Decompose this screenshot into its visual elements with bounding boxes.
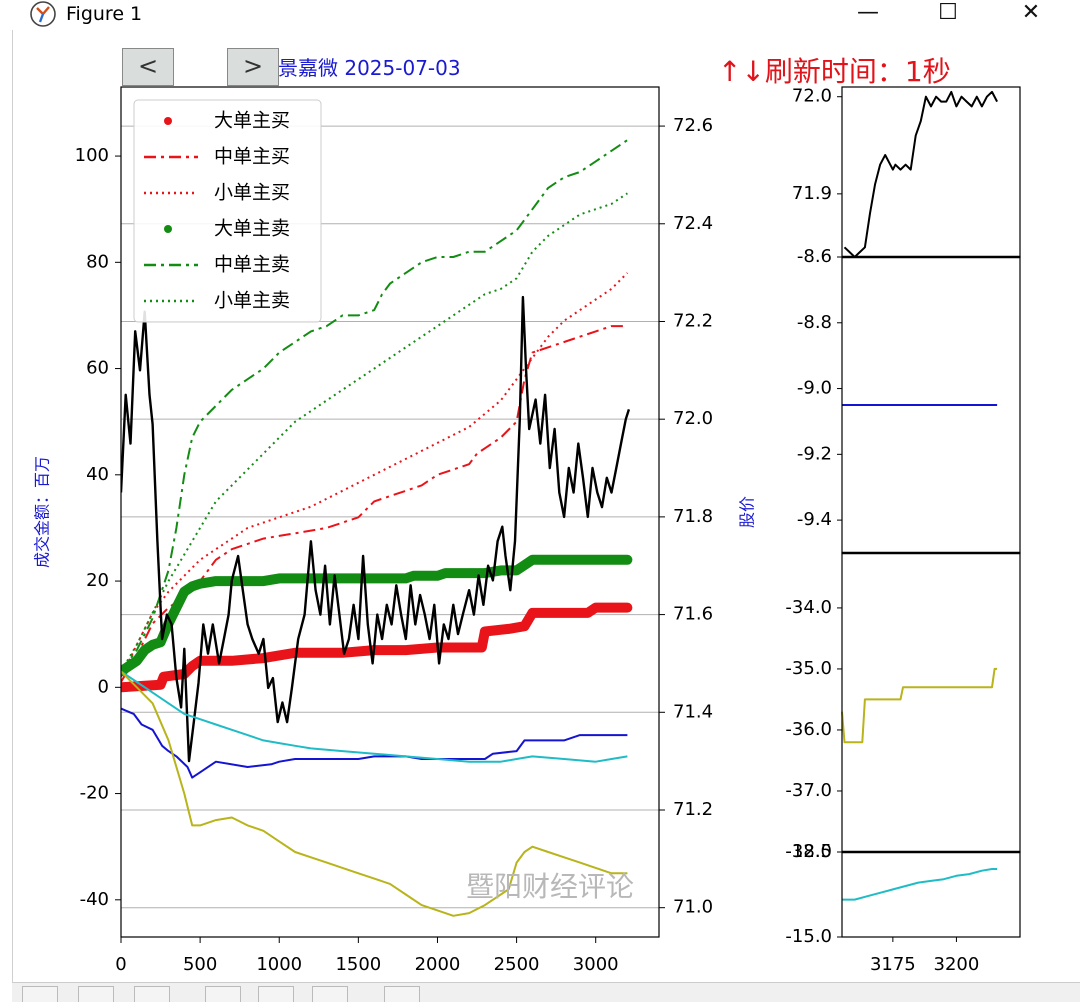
y2-tick-label: 71.2 <box>673 799 713 820</box>
maximize-button[interactable]: ☐ <box>938 0 958 25</box>
y2-tick-label: 72.6 <box>673 115 713 136</box>
y-axis-label: 成交金额：百万 <box>33 456 52 568</box>
x-tick-label: 2500 <box>494 954 540 975</box>
title-bar: Figure 1 — ☐ ✕ <box>0 0 1080 30</box>
refresh-interval-label: ↑↓刷新时间：1秒 <box>718 55 951 88</box>
y2-tick-label: 71.8 <box>673 506 713 527</box>
series-股价 <box>121 295 631 763</box>
watermark: 暨阳财经评论 <box>466 870 634 903</box>
side-y-tick-label: 71.9 <box>792 183 832 204</box>
side-y-tick-label: 72.0 <box>792 86 832 107</box>
side-panel-3 <box>837 552 1021 853</box>
figure-app-icon <box>30 1 56 27</box>
side-y-tick-label: -38.0 <box>785 841 832 862</box>
save-icon[interactable] <box>384 986 420 1002</box>
y-tick-label: 60 <box>86 358 109 379</box>
forward-icon[interactable] <box>134 986 170 1002</box>
close-button[interactable]: ✕ <box>1021 0 1041 25</box>
main-plot-area <box>121 139 633 917</box>
side-y-tick-label: -15.0 <box>785 926 832 947</box>
left-edge <box>0 0 13 1001</box>
y2-tick-label: 72.4 <box>673 213 713 234</box>
y-tick-label: 100 <box>75 145 109 166</box>
y-tick-label: 20 <box>86 570 109 591</box>
prev-day-button[interactable]: < <box>122 48 174 86</box>
legend-label: 大单主卖 <box>214 218 290 240</box>
x-tick-label: 0 <box>115 954 126 975</box>
legend-marker <box>164 225 172 233</box>
side-y-tick-label: -12.5 <box>785 841 832 862</box>
y2-tick-label: 72.2 <box>673 310 713 331</box>
series-小单主卖 <box>121 192 628 672</box>
series-蓝线 <box>121 707 628 779</box>
side-series <box>843 90 998 258</box>
series-小单主买 <box>121 272 629 678</box>
back-icon[interactable] <box>78 986 114 1002</box>
next-day-button[interactable]: > <box>227 48 279 86</box>
y-tick-label: 40 <box>86 464 109 485</box>
zoom-icon[interactable] <box>258 986 294 1002</box>
toolbar <box>12 982 1080 1002</box>
side-x-tick-label: 3200 <box>934 954 980 975</box>
series-大单主买 <box>121 602 633 693</box>
x-tick-label: 1000 <box>256 954 302 975</box>
side-panel-frame <box>841 552 1021 853</box>
y2-axis-label: 股价 <box>738 496 757 528</box>
y2-tick-label: 71.6 <box>673 604 713 625</box>
side-y-tick-label: -34.0 <box>785 597 832 618</box>
minimize-button[interactable]: — <box>857 0 879 25</box>
series-青线 <box>121 670 628 763</box>
legend-label: 中单主卖 <box>214 254 290 276</box>
legend-label: 小单主卖 <box>214 290 290 312</box>
side-y-tick-label: -8.6 <box>797 246 832 267</box>
side-y-tick-label: -9.4 <box>797 509 832 530</box>
y-tick-label: -20 <box>80 783 109 804</box>
x-tick-label: 3000 <box>573 954 619 975</box>
side-y-tick-label: -35.0 <box>785 658 832 679</box>
y-tick-label: -40 <box>80 889 109 910</box>
x-tick-label: 1500 <box>335 954 381 975</box>
y-tick-label: 0 <box>98 676 109 697</box>
series-黄线 <box>121 670 628 917</box>
window-title: Figure 1 <box>66 3 143 25</box>
legend-frame <box>133 99 322 323</box>
side-panel-frame <box>841 86 1021 258</box>
legend-label: 中单主买 <box>214 146 290 168</box>
side-panel-1 <box>837 86 1021 258</box>
side-series <box>842 868 998 901</box>
side-panel-frame <box>841 851 1021 938</box>
configure-icon[interactable] <box>312 986 348 1002</box>
side-x-tick-label: 3175 <box>870 954 916 975</box>
side-y-tick-label: -37.0 <box>785 780 832 801</box>
main-plot-frame <box>120 86 660 938</box>
side-panel-2 <box>837 256 1021 554</box>
side-series <box>841 667 998 744</box>
legend-label: 小单主买 <box>214 182 290 204</box>
side-y-tick-label: -9.0 <box>797 378 832 399</box>
y2-tick-label: 71.0 <box>673 897 713 918</box>
stock-date-label: 景嘉微 2025-07-03 <box>278 56 461 80</box>
x-tick-label: 500 <box>183 954 217 975</box>
y2-tick-label: 71.4 <box>673 701 713 722</box>
series-中单主买 <box>121 325 628 683</box>
legend-marker <box>164 117 172 125</box>
series-大单主卖 <box>121 554 633 677</box>
x-tick-label: 2000 <box>415 954 461 975</box>
side-y-tick-label: -8.8 <box>797 312 832 333</box>
y2-tick-label: 72.0 <box>673 408 713 429</box>
legend-label: 大单主买 <box>214 110 290 132</box>
series-中单主卖 <box>121 139 628 672</box>
side-y-tick-label: -36.0 <box>785 719 832 740</box>
side-panel-4 <box>837 851 1021 942</box>
pan-icon[interactable] <box>205 986 241 1002</box>
y-tick-label: 80 <box>86 251 109 272</box>
home-icon[interactable] <box>22 986 58 1002</box>
side-y-tick-label: -9.2 <box>797 443 832 464</box>
chart-canvas: 0 500 1000 1500 2000 2500 3000 100 80 60 40 20 0 -20 -… <box>33 86 1021 975</box>
